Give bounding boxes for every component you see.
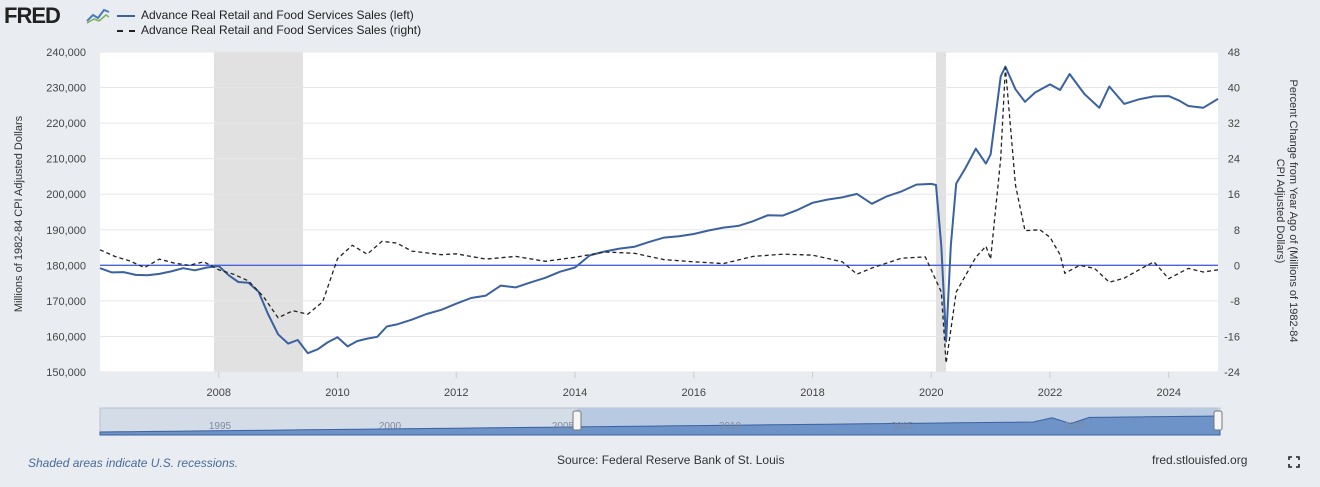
y-left-tick-label: 190,000 bbox=[46, 225, 86, 237]
recession-band bbox=[935, 52, 947, 372]
navigator-year-label: 2010 bbox=[719, 421, 742, 432]
fullscreen-icon[interactable] bbox=[1288, 456, 1300, 468]
fred-logo[interactable]: FRED bbox=[4, 3, 61, 28]
gridlines bbox=[100, 51, 1218, 373]
x-tick-label: 2018 bbox=[800, 387, 824, 399]
y-left-tick-label: 240,000 bbox=[46, 47, 86, 59]
navigator-year-label: 1995 bbox=[209, 421, 232, 432]
fred-line-chart-icon bbox=[86, 8, 110, 24]
legend-label: Advance Real Retail and Food Services Sa… bbox=[141, 8, 414, 22]
y-right-tick-label: -24 bbox=[1224, 367, 1240, 379]
x-axis-ticks: 2008 2010 2012 2014 2016 2018 2020 2022 2024 bbox=[207, 372, 1181, 399]
y-left-tick-label: 150,000 bbox=[46, 367, 86, 379]
y-right-axis-label-line-2: CPI Adjusted Dollars) bbox=[1274, 159, 1286, 264]
navigator-year-label: 2000 bbox=[379, 421, 402, 432]
solid-line-swatch bbox=[117, 14, 135, 17]
y-right-tick-label: -8 bbox=[1230, 296, 1240, 308]
y-left-tick-label: 230,000 bbox=[46, 83, 86, 95]
legend-item-right-series[interactable]: Advance Real Retail and Food Services Sa… bbox=[117, 23, 421, 38]
source-note: Source: Federal Reserve Bank of St. Loui… bbox=[557, 453, 785, 467]
legend-label: Advance Real Retail and Food Services Sa… bbox=[141, 23, 422, 37]
legend-item-left-series[interactable]: Advance Real Retail and Food Services Sa… bbox=[117, 8, 421, 23]
x-tick-label: 2012 bbox=[444, 387, 468, 399]
recession-bands bbox=[213, 52, 947, 372]
navigator-year-label: 2015 bbox=[891, 421, 914, 432]
x-tick-label: 2010 bbox=[325, 387, 349, 399]
y-right-tick-label: 8 bbox=[1234, 225, 1240, 237]
navigator-year-label: 2005 bbox=[552, 421, 575, 432]
x-tick-label: 2022 bbox=[1038, 387, 1062, 399]
dashed-line-swatch bbox=[117, 29, 135, 32]
y-left-tick-label: 220,000 bbox=[46, 118, 86, 130]
range-navigator[interactable]: 1995 2000 2005 2010 2015 2020 bbox=[99, 407, 1223, 436]
navigator-left-handle[interactable] bbox=[572, 410, 582, 431]
x-tick-label: 2008 bbox=[207, 387, 231, 399]
fred-url-link[interactable]: fred.stlouisfed.org bbox=[1152, 453, 1248, 467]
series-line-left[interactable] bbox=[99, 65, 1219, 355]
line-chart[interactable]: 150,000 160,000 170,000 180,000 190,000 200,0… bbox=[0, 0, 1320, 445]
y-right-tick-label: 16 bbox=[1228, 189, 1240, 201]
y-right-tick-label: 40 bbox=[1228, 83, 1240, 95]
left-axis-ticks: 150,000 160,000 170,000 180,000 190,000 200,0… bbox=[46, 47, 86, 379]
y-left-tick-label: 210,000 bbox=[46, 154, 86, 166]
recession-band bbox=[213, 52, 304, 372]
recession-note: Shaded areas indicate U.S. recessions. bbox=[28, 456, 239, 470]
y-right-axis-label-line-1: Percent Change from Year Ago of (Million… bbox=[1287, 80, 1299, 343]
navigator-right-handle[interactable] bbox=[1213, 410, 1223, 431]
y-left-tick-label: 160,000 bbox=[46, 331, 86, 343]
y-right-tick-label: -16 bbox=[1224, 331, 1240, 343]
x-tick-label: 2024 bbox=[1156, 387, 1180, 399]
navigator-labels: 1995 2000 2005 2010 2015 2020 bbox=[209, 421, 1087, 432]
y-left-tick-label: 180,000 bbox=[46, 260, 86, 272]
x-tick-label: 2014 bbox=[563, 387, 587, 399]
navigator-area bbox=[99, 415, 1221, 436]
y-right-tick-label: 0 bbox=[1234, 260, 1240, 272]
y-right-tick-label: 32 bbox=[1228, 118, 1240, 130]
series-lines bbox=[99, 65, 1219, 364]
y-right-tick-label: 24 bbox=[1228, 154, 1240, 166]
x-tick-label: 2016 bbox=[681, 387, 705, 399]
x-tick-label: 2020 bbox=[919, 387, 943, 399]
y-left-tick-label: 170,000 bbox=[46, 296, 86, 308]
navigator-year-label: 2020 bbox=[1064, 421, 1087, 432]
y-left-axis-label: Millions of 1982-84 CPI Adjusted Dollars bbox=[13, 115, 25, 312]
y-right-tick-label: 48 bbox=[1228, 47, 1240, 59]
right-axis-ticks: -24 -16 -8 0 8 16 24 32 40 48 bbox=[1224, 47, 1240, 379]
series-line-right[interactable] bbox=[99, 66, 1219, 364]
y-left-tick-label: 200,000 bbox=[46, 189, 86, 201]
chart-legend: Advance Real Retail and Food Services Sa… bbox=[117, 8, 421, 38]
